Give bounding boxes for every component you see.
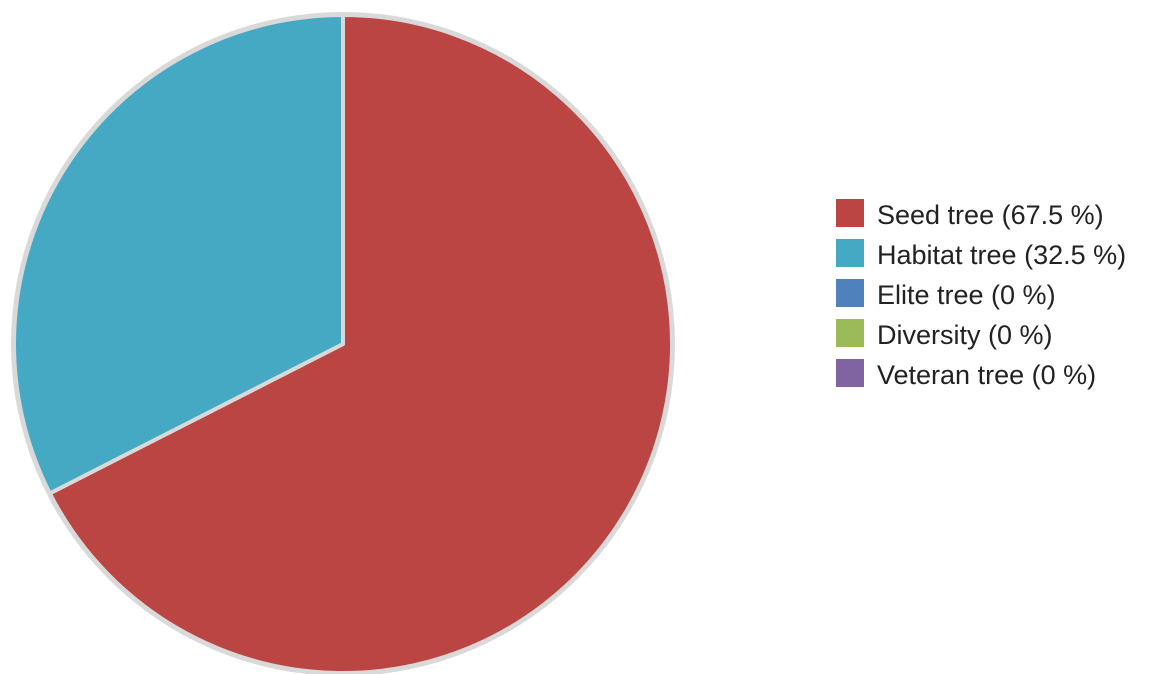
legend-item-diversity: Diversity (0 %) [836,319,1053,350]
legend-label: Habitat tree (32.5 %) [877,240,1126,270]
legend: Seed tree (67.5 %) Habitat tree (32.5 %) E… [836,199,1126,390]
legend-item-seed-tree: Seed tree (67.5 %) [836,199,1104,230]
legend-swatch [836,239,864,267]
legend-label: Diversity (0 %) [877,320,1053,350]
legend-item-elite-tree: Elite tree (0 %) [836,279,1056,310]
legend-item-habitat-tree: Habitat tree (32.5 %) [836,239,1126,270]
legend-item-veteran-tree: Veteran tree (0 %) [836,359,1096,390]
pie-slice-seed-tree [47,13,674,674]
legend-label: Veteran tree (0 %) [877,360,1096,390]
pie-slices [12,13,674,674]
legend-swatch [836,279,864,307]
legend-label: Seed tree (67.5 %) [877,200,1104,230]
legend-swatch [836,319,864,347]
legend-swatch [836,359,864,387]
legend-label: Elite tree (0 %) [877,280,1056,310]
legend-swatch [836,199,864,227]
pie-slice-habitat-tree [12,13,345,496]
